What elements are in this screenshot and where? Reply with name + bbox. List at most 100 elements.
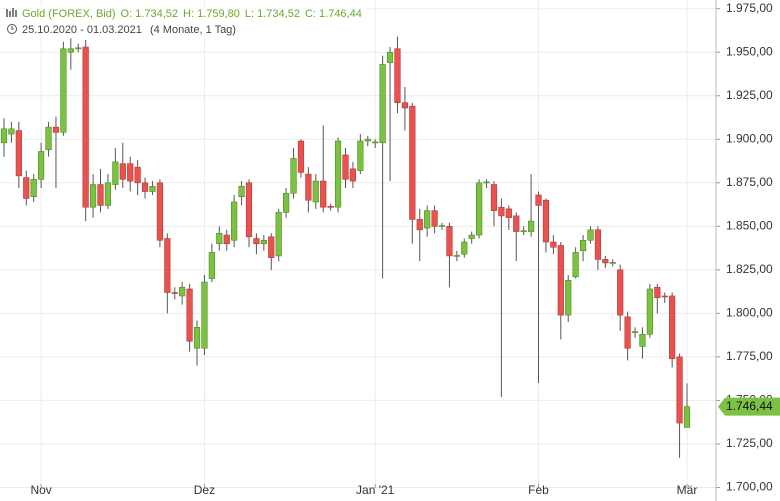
candle-body (394, 48, 401, 104)
x-tick-label: Dez (194, 483, 215, 497)
last-price-label: 1.746,44 (726, 399, 773, 413)
candle-body (527, 220, 535, 232)
x-tick-label: Mär (677, 483, 698, 497)
y-tick-label: 1.775,00 (726, 349, 773, 363)
candle-body (201, 281, 208, 349)
candle-body (216, 232, 223, 245)
candle-body (594, 229, 602, 260)
candle-body (30, 179, 37, 198)
ohlc: O: 1.734,52 (120, 8, 179, 20)
candle-body (164, 238, 171, 293)
instrument: Gold (FOREX, Bid) (22, 8, 116, 20)
candle-body (208, 252, 215, 279)
candle-body (438, 225, 446, 227)
candle-body (446, 226, 453, 257)
candle-body (23, 177, 30, 199)
candle-body (379, 64, 386, 144)
y-tick-label: 1.825,00 (726, 262, 773, 276)
y-tick-label: 1.725,00 (726, 436, 773, 450)
y-tick-label: 1.850,00 (726, 219, 773, 233)
candle-body (119, 163, 126, 180)
candle-body (572, 252, 579, 278)
candle-body (386, 51, 394, 63)
header-line: Gold (FOREX, Bid) O: 1.734,52 H: 1.759,80 L… (6, 6, 367, 22)
candle-body (253, 238, 260, 245)
candle-body (646, 288, 653, 335)
header-line: 25.10.2020 - 01.03.2021 (4 Monate, 1 Tag… (6, 22, 367, 38)
candle-body (45, 126, 52, 151)
ohlc: H: 1.759,80 (183, 8, 240, 20)
y-tick-label: 1.975,00 (726, 1, 773, 15)
candle-body (171, 292, 178, 294)
candle-body (89, 184, 97, 208)
candle-body (112, 161, 119, 185)
candle-body (268, 236, 275, 258)
candle-icon (6, 8, 17, 17)
candle-body (602, 259, 609, 264)
candle-body (468, 234, 475, 239)
candle-body (275, 212, 282, 257)
candle-body (579, 239, 587, 252)
candle-body (60, 48, 67, 133)
candle-body (416, 219, 423, 231)
candle-body (431, 210, 438, 227)
candle-body (587, 229, 594, 241)
candle-body (223, 234, 230, 245)
candle-body (193, 327, 201, 349)
candle-body (290, 158, 297, 194)
candle-body (82, 46, 89, 208)
candle-body (349, 168, 357, 182)
candle-body (364, 138, 371, 142)
candle-body (483, 181, 490, 184)
date-range: 25.10.2020 - 01.03.2021 (22, 24, 142, 36)
candle-body (156, 182, 164, 241)
ohlc: L: 1.734,52 (244, 8, 300, 20)
candle-body (654, 286, 661, 299)
candle-body (260, 239, 267, 245)
candle-body (424, 210, 431, 229)
x-tick-label: Jan '21 (356, 483, 395, 497)
candle-body (320, 180, 327, 208)
candle-body (179, 286, 186, 297)
candle-body (520, 230, 527, 232)
y-tick-label: 1.925,00 (726, 88, 773, 102)
candle-body (141, 182, 149, 192)
candle-body (401, 102, 408, 109)
candle-body (15, 130, 22, 177)
candle-body (453, 255, 460, 257)
header: Gold (FOREX, Bid) O: 1.734,52 H: 1.759,80 L… (6, 6, 367, 38)
candle-body (639, 333, 646, 347)
candle-body (498, 206, 505, 217)
y-tick-label: 1.700,00 (726, 480, 773, 494)
candle-body (104, 182, 112, 206)
y-tick-label: 1.800,00 (726, 306, 773, 320)
y-tick-label: 1.950,00 (726, 44, 773, 58)
y-tick-label: 1.900,00 (726, 131, 773, 145)
candle-body (0, 128, 8, 144)
candle-body (334, 140, 342, 208)
candle-body (149, 185, 156, 192)
candle-body (631, 331, 639, 333)
candle-body (127, 163, 134, 182)
candle-body (8, 128, 15, 135)
candle-body (661, 295, 668, 298)
candle-body (557, 245, 564, 316)
candle-body (52, 126, 60, 133)
candle-body (624, 316, 631, 349)
candle-body (75, 47, 82, 50)
candle-body (245, 182, 253, 238)
candle-body (535, 194, 542, 206)
candle-body (542, 199, 550, 243)
candle-body (67, 48, 74, 53)
candle-body (238, 185, 245, 198)
candle-body (609, 262, 616, 264)
candle-body (669, 295, 676, 359)
candle-body (97, 184, 104, 206)
candle-body (305, 173, 312, 201)
candle-body (461, 241, 468, 255)
ohlc: C: 1.746,44 (304, 8, 362, 20)
candle-body (476, 182, 483, 236)
candle-body (617, 269, 624, 316)
